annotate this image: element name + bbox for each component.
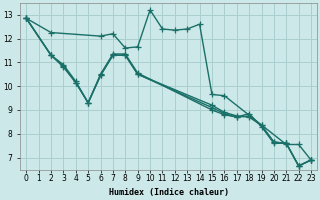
X-axis label: Humidex (Indice chaleur): Humidex (Indice chaleur)	[108, 188, 228, 197]
